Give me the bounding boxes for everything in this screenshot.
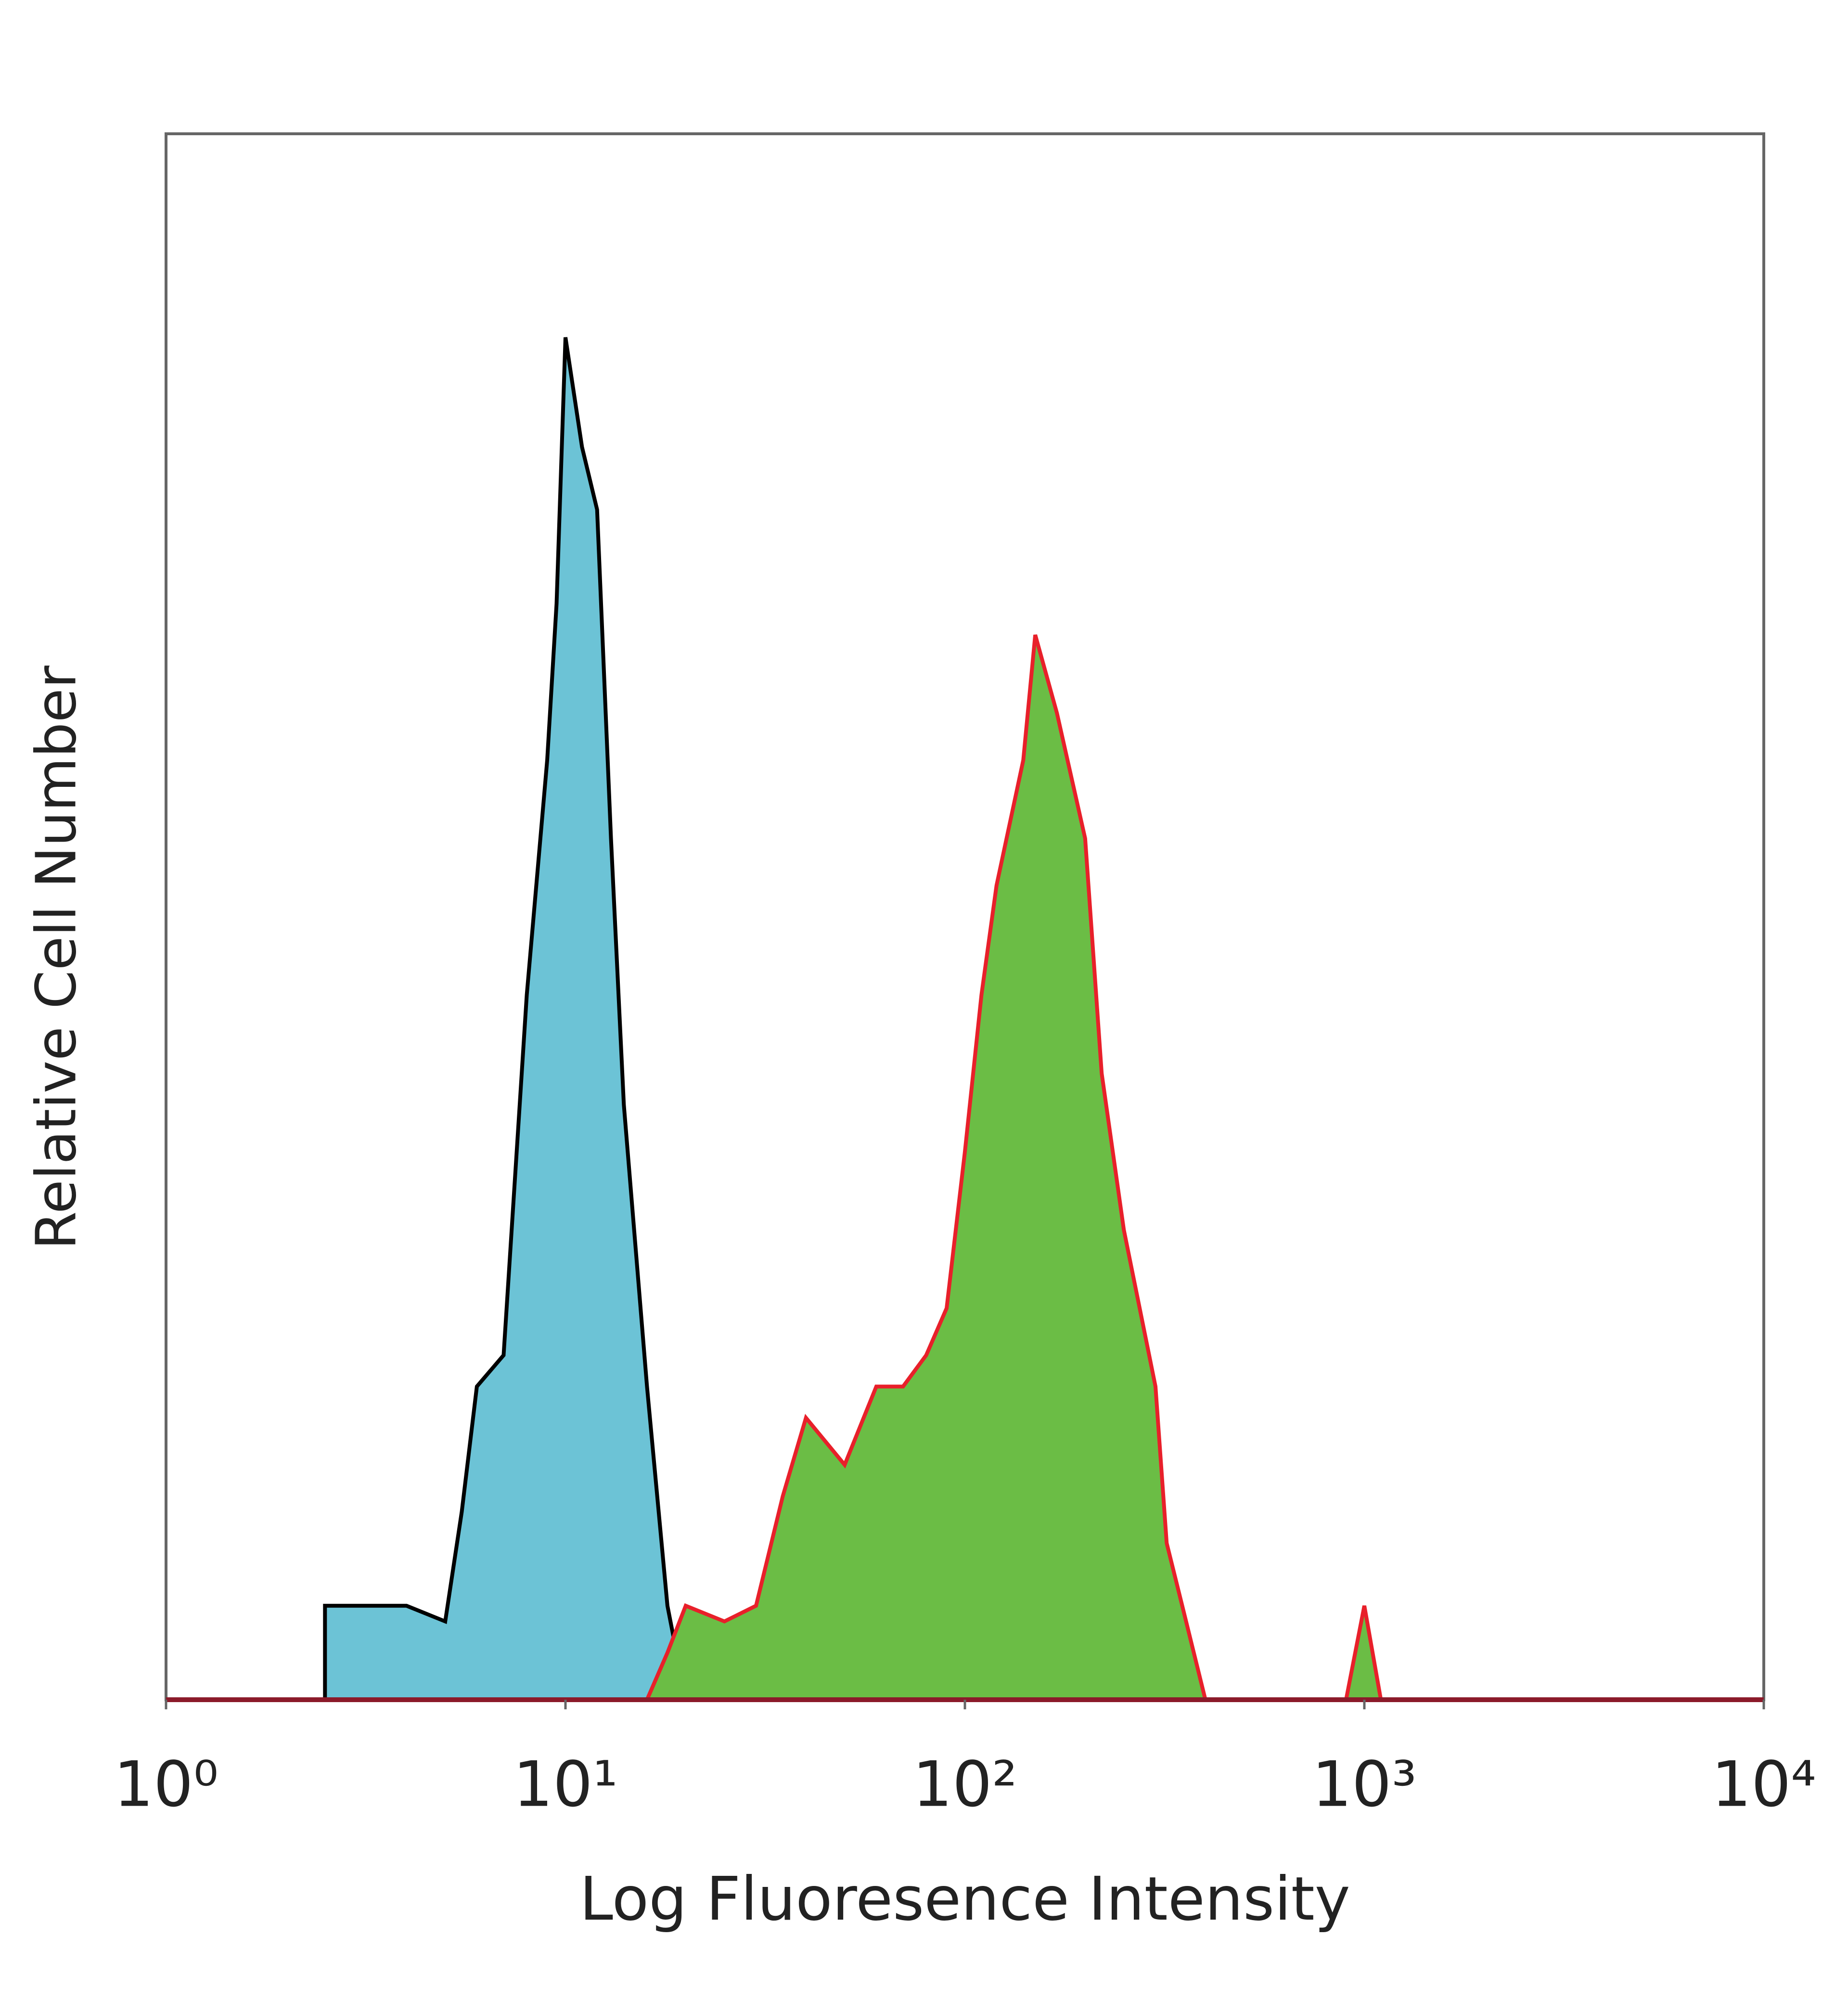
- y-axis-title: Relative Cell Number: [25, 665, 89, 1250]
- x-tick-label: 10⁴: [1711, 1748, 1816, 1821]
- histogram-area: [644, 634, 1384, 1702]
- histogram-area: [323, 337, 688, 1702]
- x-tick-label: 10¹: [513, 1748, 618, 1821]
- x-tick-label: 10³: [1312, 1748, 1417, 1821]
- x-tick-label: 10⁰: [114, 1748, 218, 1821]
- x-axis-title: Log Fluoresence Intensity: [579, 1864, 1350, 1934]
- x-tick-label: 10²: [912, 1748, 1017, 1821]
